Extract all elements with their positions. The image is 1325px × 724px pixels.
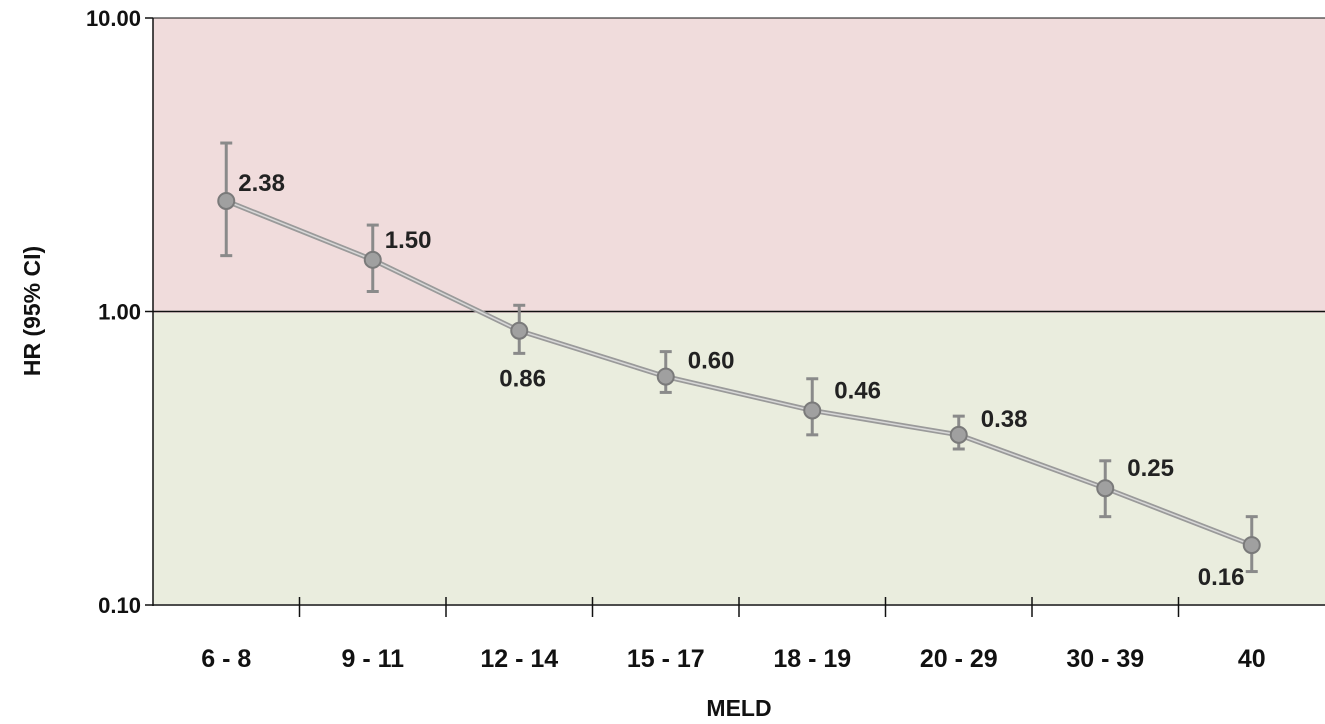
data-point bbox=[363, 250, 382, 269]
data-point bbox=[949, 425, 968, 444]
data-point bbox=[803, 401, 822, 420]
y-tick-label: 0.10 bbox=[98, 593, 141, 618]
data-points bbox=[217, 191, 1261, 555]
x-tick-label: 15 - 17 bbox=[627, 645, 705, 673]
y-ticks: 0.10 1.00 10.00 bbox=[86, 6, 153, 618]
y-tick-label: 1.00 bbox=[98, 300, 141, 325]
x-ticks: 6 - 8 9 - 11 12 - 14 15 - 17 18 - 19 20 - 29 3… bbox=[201, 597, 1266, 673]
x-axis-title: MELD bbox=[706, 695, 771, 721]
region-above-reference bbox=[153, 18, 1325, 313]
data-label: 1.50 bbox=[385, 227, 432, 254]
data-label: 0.60 bbox=[688, 348, 735, 375]
data-labels: 2.38 1.50 0.86 0.60 0.46 0.38 0.25 0.16 bbox=[238, 170, 1244, 591]
data-label: 0.38 bbox=[981, 406, 1028, 433]
region-below-reference bbox=[153, 313, 1325, 604]
x-tick-label: 18 - 19 bbox=[773, 645, 851, 673]
x-tick-label: 20 - 29 bbox=[920, 645, 998, 673]
data-point bbox=[656, 367, 675, 386]
y-axis-title: HR (95% CI) bbox=[19, 246, 45, 376]
data-label: 0.86 bbox=[499, 366, 546, 393]
data-point bbox=[510, 321, 529, 340]
x-tick-label: 30 - 39 bbox=[1066, 645, 1144, 673]
series-highlight bbox=[225, 200, 1253, 546]
data-point bbox=[1242, 536, 1261, 555]
x-tick-label: 12 - 14 bbox=[480, 645, 558, 673]
data-label: 2.38 bbox=[238, 170, 285, 197]
data-label: 0.25 bbox=[1127, 455, 1174, 482]
data-point bbox=[1096, 479, 1115, 498]
data-label: 0.46 bbox=[834, 377, 881, 404]
x-tick-label: 40 bbox=[1238, 645, 1266, 673]
x-tick-label: 9 - 11 bbox=[341, 645, 404, 673]
series-line bbox=[225, 198, 1253, 548]
data-label: 0.16 bbox=[1198, 564, 1245, 591]
x-tick-label: 6 - 8 bbox=[201, 645, 251, 673]
data-point bbox=[217, 191, 236, 210]
y-tick-label: 10.00 bbox=[86, 6, 141, 31]
